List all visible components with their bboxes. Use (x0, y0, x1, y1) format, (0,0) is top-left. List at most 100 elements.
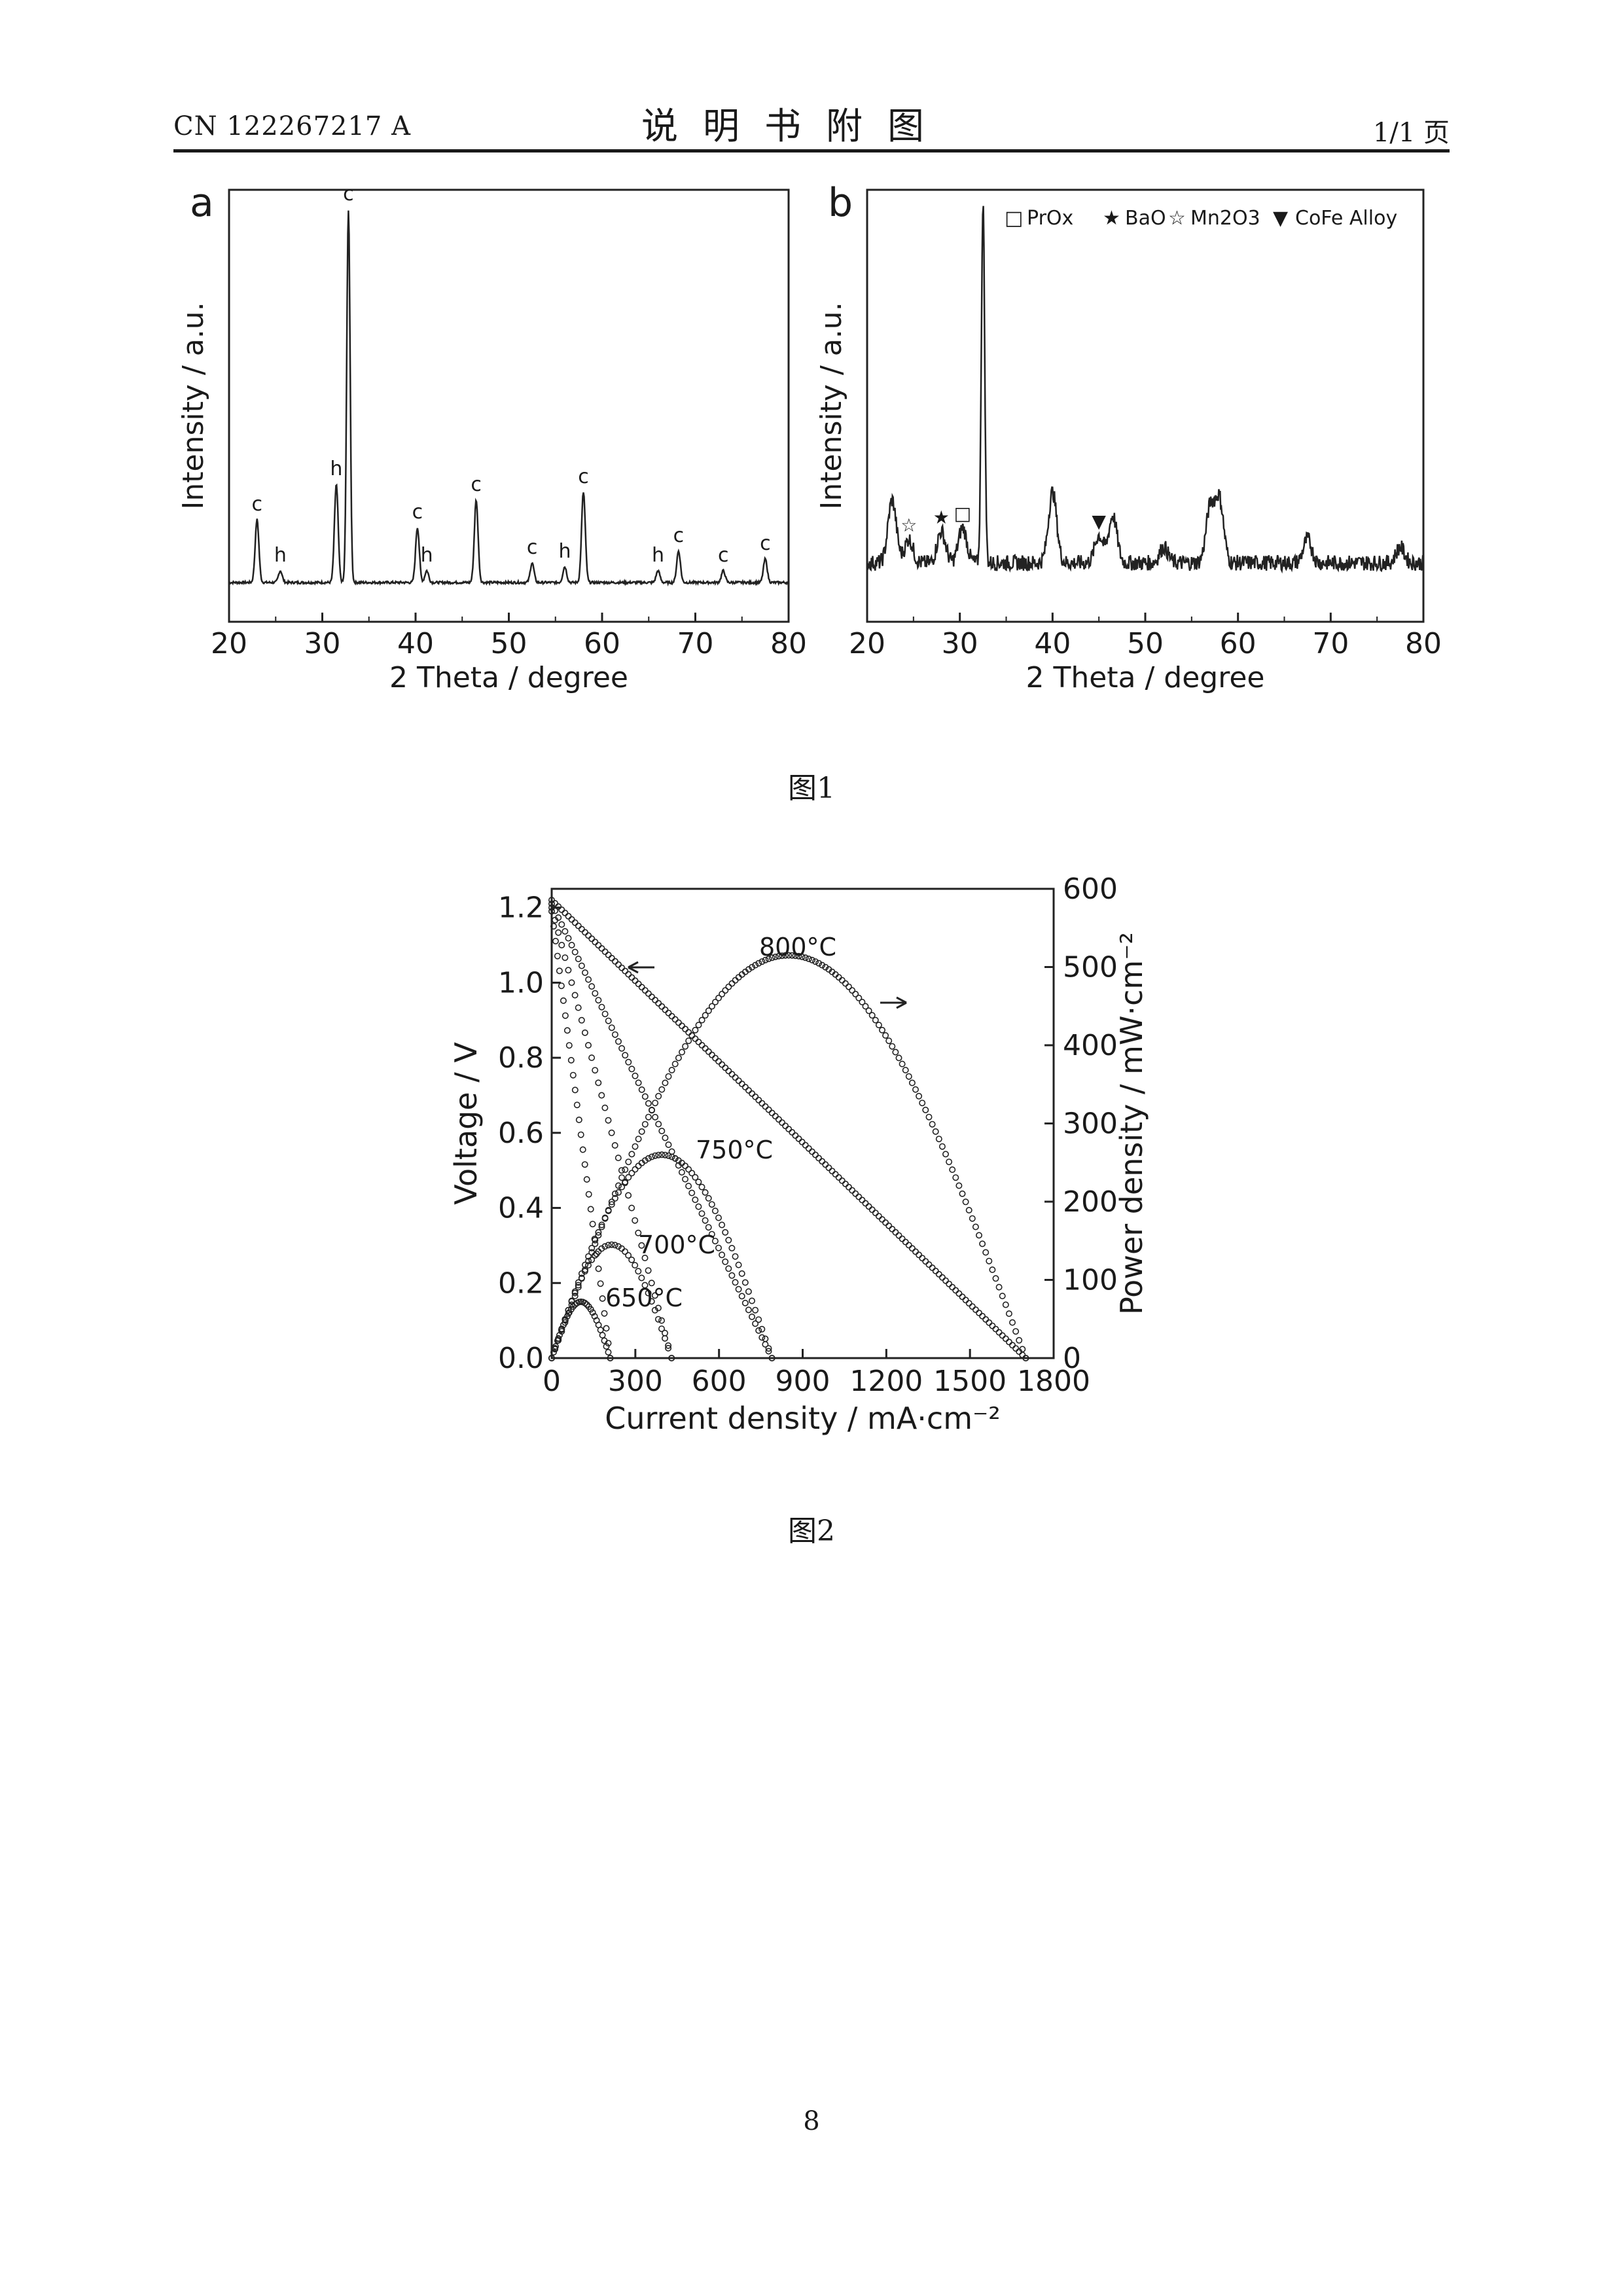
legend-symbol: ☆ (1168, 207, 1186, 230)
x-tick-label: 80 (1405, 627, 1442, 660)
power-point (651, 1306, 658, 1314)
iv-point (585, 1191, 592, 1198)
power-point (922, 1106, 929, 1113)
power-point (601, 1243, 609, 1250)
xrd-chart-b: 20 30 40 50 60 70 80 2 Theta / degree Intensity … (815, 180, 1442, 694)
power-point (662, 1079, 669, 1086)
power-point (698, 1016, 705, 1024)
iv-point (835, 1174, 842, 1181)
iv-point (885, 1222, 893, 1229)
header-rule (173, 149, 1450, 152)
iv-point (765, 1348, 772, 1355)
power-point (846, 983, 853, 990)
power-point (889, 1043, 896, 1050)
peak-label: h (274, 544, 287, 567)
iv-point (575, 1004, 582, 1011)
power-point (795, 952, 802, 960)
power-point (658, 1325, 665, 1333)
iv-point (665, 1342, 672, 1349)
power-point (645, 1113, 652, 1121)
iv-point (581, 1161, 588, 1168)
iv-point (979, 1312, 986, 1319)
iv-point (925, 1261, 933, 1268)
power-point (715, 1214, 722, 1221)
iv-curve-chart: 0 300 600 900 1200 1500 1800 0.0 0.2 0.4 0.6 0.8 1.0… (448, 872, 1149, 1436)
iv-point (548, 900, 555, 907)
iv-point (679, 1022, 686, 1030)
power-point (587, 1306, 594, 1313)
iv-point (621, 1179, 628, 1187)
iv-point (579, 1146, 586, 1153)
iv-point (625, 1058, 632, 1066)
iv-point (662, 1006, 669, 1013)
power-point (655, 1092, 662, 1100)
iv-point (565, 935, 572, 942)
power-point (768, 954, 776, 961)
iv-point (652, 997, 659, 1004)
figure1-caption: 图1 (788, 772, 835, 805)
power-point (688, 1170, 696, 1177)
y-axis-label: Intensity / a.u. (815, 302, 848, 509)
iv-point (635, 1079, 642, 1086)
power-point (802, 954, 809, 961)
iv-point (562, 909, 569, 916)
power-point (808, 956, 815, 963)
iv-point (749, 1090, 756, 1097)
iv-point (598, 1092, 605, 1099)
power-point (628, 1256, 635, 1263)
power-point (578, 1274, 585, 1282)
power-point (815, 960, 823, 967)
power-point (792, 952, 799, 960)
legend-label: Mn2O3 (1190, 207, 1260, 230)
iv-point (595, 1079, 602, 1086)
power-point (805, 956, 812, 963)
power-point (725, 983, 732, 990)
power-point (965, 1207, 972, 1214)
power-point (628, 1151, 635, 1158)
iv-point (578, 1016, 585, 1024)
power-point (702, 1189, 709, 1196)
iv-point (832, 1171, 839, 1178)
temperature-label: 700°C (638, 1230, 715, 1259)
iv-point (668, 1013, 675, 1020)
power-point (622, 1166, 629, 1174)
power-point (1019, 1346, 1026, 1353)
power-point (592, 1252, 599, 1259)
iv-point (692, 1196, 699, 1204)
power-point (875, 1022, 882, 1029)
power-point (569, 1303, 577, 1310)
iv-point (752, 1320, 759, 1327)
power-point (598, 1223, 605, 1230)
power-point (585, 1253, 592, 1260)
iv-point (648, 1107, 655, 1114)
iv-point (678, 1169, 685, 1176)
iv-point (632, 1217, 639, 1224)
iv-point (571, 992, 579, 999)
power-point (611, 1194, 618, 1202)
iv-point (638, 1242, 645, 1249)
iv-point (992, 1325, 999, 1333)
iv-point (605, 1117, 612, 1124)
power-point (638, 1128, 645, 1135)
power-point (865, 1007, 872, 1014)
iv-point (625, 971, 632, 978)
power-point (952, 1174, 959, 1181)
iv-point (982, 1316, 990, 1323)
iv-point (705, 1048, 712, 1055)
power-point (765, 956, 772, 963)
iv-point (1005, 1338, 1012, 1346)
iv-point (615, 1155, 622, 1162)
y2-tick-label: 100 (1063, 1264, 1118, 1297)
iv-point (725, 1265, 732, 1272)
power-point (698, 1183, 705, 1191)
iv-point (1009, 1342, 1016, 1349)
iv-point (719, 1251, 726, 1259)
power-point (581, 1261, 588, 1268)
iv-point (762, 1103, 769, 1110)
y-tick-label: 0.2 (498, 1266, 544, 1300)
power-point (728, 1245, 736, 1252)
power-point (550, 1349, 557, 1356)
xrd-trace (866, 206, 1425, 574)
power-point (668, 1153, 675, 1160)
